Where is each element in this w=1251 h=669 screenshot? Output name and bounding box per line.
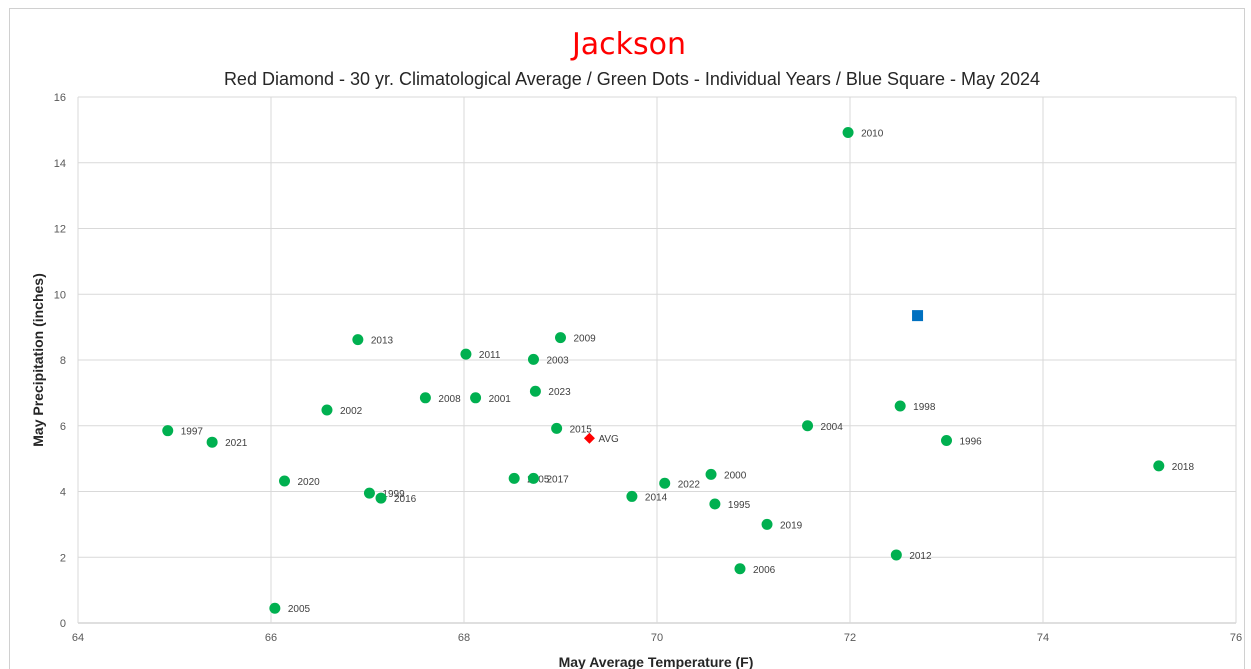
chart-subtitle: Red Diamond - 30 yr. Climatological Aver… (224, 69, 1040, 89)
point-data-label: 2001 (489, 394, 512, 405)
point-data-label: 1999 (382, 489, 405, 500)
year-data-point (890, 549, 902, 561)
point-data-label: AVG (598, 434, 619, 445)
point-data-label: 1995 (728, 500, 751, 511)
year-data-point (419, 392, 431, 404)
point-data-label: 2010 (861, 129, 884, 140)
year-data-point (659, 477, 671, 489)
y-tick-labels: 0 2 4 6 8 10 12 14 16 (54, 92, 66, 630)
year-data-point (529, 385, 541, 397)
point-data-label: 2014 (645, 492, 668, 503)
year-data-point (527, 353, 539, 365)
year-data-point (705, 468, 717, 480)
year-data-point (269, 602, 281, 614)
y-tick-label: 12 (54, 224, 66, 236)
point-data-label: 2020 (298, 477, 321, 488)
point-data-label: 2017 (546, 474, 569, 485)
year-data-point (460, 348, 472, 360)
point-data-label: 2000 (724, 470, 747, 481)
point-data-label: 2008 (438, 394, 461, 405)
y-tick-label: 10 (54, 289, 66, 301)
point-data-label: 2011 (479, 350, 501, 361)
x-tick-label: 70 (651, 632, 663, 644)
y-tick-label: 2 (60, 552, 66, 564)
x-tick-label: 76 (1230, 632, 1242, 644)
x-tick-label: 64 (72, 632, 84, 644)
point-data-label: 2002 (340, 406, 363, 417)
year-data-point (894, 400, 906, 412)
year-data-point (279, 475, 291, 487)
point-data-label: 1997 (181, 427, 204, 438)
year-data-point (555, 332, 566, 344)
year-data-point (352, 334, 364, 346)
year-data-point (206, 436, 218, 448)
point-data-label: 2022 (678, 479, 701, 490)
point-data-label: 2004 (821, 422, 844, 433)
chart-title: Jackson (570, 27, 686, 62)
point-data-label: 2018 (1172, 462, 1195, 473)
x-axis-title: May Average Temperature (F) (559, 654, 754, 669)
x-tick-label: 68 (458, 632, 470, 644)
y-tick-label: 6 (60, 421, 66, 433)
year-data-point (709, 498, 721, 510)
year-data-point (375, 492, 387, 504)
year-data-point (734, 563, 746, 575)
y-axis-title: May Precipitation (inches) (30, 273, 46, 446)
year-data-point (761, 518, 773, 530)
year-data-point (470, 392, 482, 404)
average-data-point (583, 432, 595, 444)
year-data-point (508, 472, 520, 484)
point-data-label: 2005 (288, 604, 311, 615)
point-data-label: 1996 (960, 437, 983, 448)
point-data-label: 2012 (909, 551, 932, 562)
y-tick-label: 14 (54, 158, 66, 170)
year-data-point (321, 404, 333, 416)
current-year-data-point (912, 310, 924, 322)
point-data-label: 2006 (753, 565, 776, 576)
y-tick-label: 4 (60, 487, 66, 499)
point-data-label: 2013 (371, 336, 394, 347)
x-tick-label: 74 (1037, 632, 1049, 644)
point-data-label: 2023 (548, 387, 571, 398)
year-data-point (802, 420, 814, 432)
gridlines (77, 96, 1237, 624)
point-data-label: 1998 (913, 402, 936, 413)
year-data-point (626, 490, 638, 502)
year-data-point (842, 127, 854, 139)
point-data-label: 2015 (570, 424, 593, 435)
point-data-label: 2021 (225, 438, 248, 449)
y-tick-label: 16 (54, 92, 66, 104)
year-data-point (527, 472, 539, 484)
chart-frame (9, 8, 1245, 669)
x-tick-label: 66 (265, 632, 277, 644)
point-data-label: 2019 (780, 520, 803, 531)
year-data-point (551, 422, 563, 434)
y-tick-label: 0 (60, 618, 66, 630)
point-data-label: 2016 (394, 494, 417, 505)
year-data-point (162, 425, 174, 437)
year-data-point (363, 487, 375, 499)
point-data-label: 2009 (574, 334, 597, 345)
y-tick-label: 8 (60, 355, 66, 367)
point-data-label: 2003 (546, 355, 569, 366)
year-data-point (941, 435, 952, 447)
x-tick-label: 72 (844, 632, 856, 644)
year-data-point (1153, 460, 1165, 472)
x-tick-labels: 64 66 68 70 72 74 76 (72, 632, 1242, 644)
